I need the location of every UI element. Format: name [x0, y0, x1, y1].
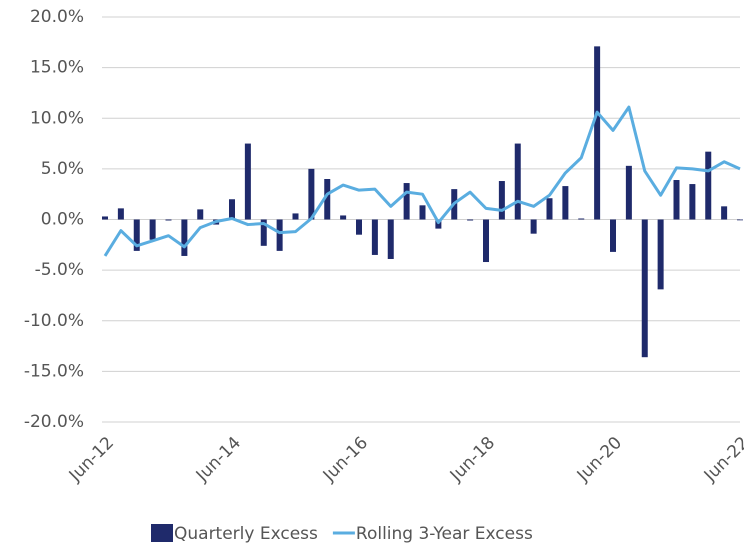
y-tick-label: 15.0% [30, 58, 84, 78]
bar [356, 219, 362, 235]
bar [340, 215, 347, 220]
bar [721, 206, 728, 220]
bar [641, 219, 648, 358]
y-tick-label: -5.0% [35, 260, 84, 280]
bar [292, 213, 299, 220]
bar [324, 179, 331, 220]
bar [705, 151, 712, 220]
y-tick-label: 5.0% [41, 159, 84, 179]
bar [165, 219, 172, 221]
bar [594, 46, 601, 220]
bar [149, 219, 156, 240]
bar [308, 168, 315, 220]
bar [102, 216, 108, 220]
bar [514, 143, 521, 220]
bar [467, 219, 474, 221]
x-tick-label: Jun-20 [573, 433, 626, 486]
x-tick-label: Jun-16 [319, 433, 372, 486]
bar [260, 219, 267, 246]
bar [625, 165, 632, 220]
x-tick-label: Jun-14 [192, 433, 245, 486]
bar [403, 183, 410, 220]
bar [578, 218, 585, 220]
bar [229, 199, 235, 220]
y-tick-label: 20.0% [30, 7, 84, 27]
y-tick-label: -15.0% [24, 361, 84, 381]
bar [117, 208, 124, 220]
bar [483, 219, 489, 263]
bar [498, 181, 505, 220]
legend-label: Rolling 3-Year Excess [356, 524, 533, 544]
bar [133, 219, 140, 251]
bar [181, 219, 188, 256]
bar [530, 219, 537, 234]
bar [657, 219, 664, 290]
bar [610, 219, 616, 252]
bar [197, 209, 204, 220]
y-tick-label: 0.0% [41, 210, 84, 230]
legend-swatch [151, 524, 173, 542]
bar [673, 180, 680, 220]
bar [546, 198, 553, 220]
x-tick-label: Jun-18 [446, 433, 499, 486]
bar [435, 219, 442, 229]
x-tick-label: Jun-22 [700, 433, 744, 486]
x-tick-label: Jun-12 [65, 433, 118, 486]
bar [737, 219, 743, 221]
bar [387, 219, 394, 259]
bar [371, 219, 378, 255]
y-tick-label: -20.0% [24, 412, 84, 432]
y-tick-label: 10.0% [30, 108, 84, 128]
legend-label: Quarterly Excess [174, 524, 318, 544]
bar [562, 186, 569, 220]
y-tick-label: -10.0% [24, 311, 84, 331]
line [103, 105, 741, 257]
bar [276, 219, 283, 251]
bar [419, 205, 426, 220]
bar [244, 143, 251, 220]
bar [689, 184, 696, 220]
